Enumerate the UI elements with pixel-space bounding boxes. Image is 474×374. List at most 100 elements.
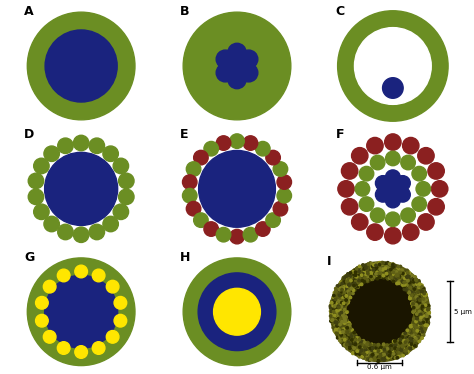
Circle shape	[368, 346, 371, 349]
Circle shape	[406, 272, 409, 274]
Circle shape	[393, 265, 396, 267]
Circle shape	[357, 286, 359, 288]
Circle shape	[343, 324, 346, 326]
Circle shape	[387, 349, 389, 352]
Circle shape	[362, 273, 364, 275]
Circle shape	[345, 328, 347, 331]
Circle shape	[367, 272, 369, 275]
Circle shape	[341, 281, 344, 283]
Circle shape	[341, 285, 343, 287]
Circle shape	[354, 342, 356, 344]
Circle shape	[370, 267, 372, 270]
Circle shape	[329, 304, 332, 306]
Circle shape	[416, 318, 418, 321]
Circle shape	[335, 323, 337, 326]
Circle shape	[405, 334, 408, 336]
Circle shape	[372, 347, 374, 349]
Circle shape	[380, 272, 383, 275]
Circle shape	[402, 354, 404, 357]
Circle shape	[410, 343, 413, 345]
Circle shape	[347, 328, 349, 331]
Circle shape	[410, 325, 412, 328]
Circle shape	[427, 323, 429, 325]
Circle shape	[401, 275, 403, 278]
Circle shape	[334, 314, 337, 316]
Circle shape	[416, 320, 419, 322]
Circle shape	[337, 335, 339, 337]
Circle shape	[357, 340, 360, 342]
Circle shape	[345, 288, 347, 290]
Circle shape	[360, 340, 363, 343]
Circle shape	[333, 299, 335, 301]
Circle shape	[359, 283, 362, 285]
Circle shape	[360, 344, 363, 347]
Circle shape	[332, 310, 335, 313]
Circle shape	[410, 277, 412, 279]
Circle shape	[399, 341, 401, 344]
Circle shape	[412, 299, 414, 301]
Circle shape	[404, 272, 406, 274]
Circle shape	[406, 276, 408, 278]
Circle shape	[420, 301, 422, 303]
Circle shape	[365, 267, 367, 269]
Circle shape	[353, 279, 355, 281]
Circle shape	[414, 298, 416, 301]
Circle shape	[401, 272, 404, 274]
Circle shape	[397, 346, 399, 348]
Circle shape	[399, 275, 401, 277]
Text: G: G	[24, 251, 34, 264]
Circle shape	[382, 269, 384, 271]
Circle shape	[44, 146, 59, 162]
Circle shape	[412, 166, 427, 181]
Circle shape	[356, 270, 358, 273]
Circle shape	[338, 301, 340, 303]
Circle shape	[358, 350, 361, 353]
Circle shape	[348, 323, 351, 325]
Circle shape	[373, 347, 375, 350]
Circle shape	[397, 345, 400, 347]
Circle shape	[425, 311, 428, 313]
Circle shape	[352, 350, 354, 352]
Circle shape	[366, 341, 369, 344]
Circle shape	[422, 289, 425, 292]
Circle shape	[89, 138, 105, 153]
Circle shape	[390, 348, 392, 350]
Circle shape	[425, 313, 428, 315]
Circle shape	[396, 273, 398, 276]
Circle shape	[385, 193, 401, 208]
Circle shape	[380, 348, 383, 350]
Circle shape	[396, 282, 398, 285]
Circle shape	[358, 277, 361, 279]
Circle shape	[421, 309, 423, 312]
Circle shape	[399, 348, 401, 351]
Circle shape	[426, 318, 428, 321]
Circle shape	[34, 158, 49, 174]
Circle shape	[419, 324, 421, 326]
Circle shape	[416, 317, 418, 320]
Circle shape	[423, 306, 426, 308]
Circle shape	[401, 340, 403, 343]
Circle shape	[421, 329, 424, 332]
Circle shape	[392, 273, 394, 276]
Circle shape	[332, 304, 334, 307]
Circle shape	[375, 264, 377, 267]
Circle shape	[358, 346, 361, 348]
Circle shape	[425, 318, 428, 321]
Circle shape	[352, 270, 355, 273]
Circle shape	[404, 335, 406, 338]
Circle shape	[367, 279, 370, 281]
Circle shape	[412, 321, 415, 323]
Circle shape	[370, 263, 373, 266]
Circle shape	[395, 271, 398, 273]
Circle shape	[341, 163, 358, 179]
Circle shape	[367, 276, 370, 279]
Circle shape	[363, 281, 365, 283]
Circle shape	[383, 348, 385, 351]
Circle shape	[355, 334, 357, 336]
Circle shape	[428, 307, 430, 310]
Circle shape	[28, 189, 44, 205]
Circle shape	[360, 274, 363, 276]
Circle shape	[338, 285, 341, 288]
Circle shape	[386, 355, 388, 358]
Circle shape	[343, 281, 346, 283]
